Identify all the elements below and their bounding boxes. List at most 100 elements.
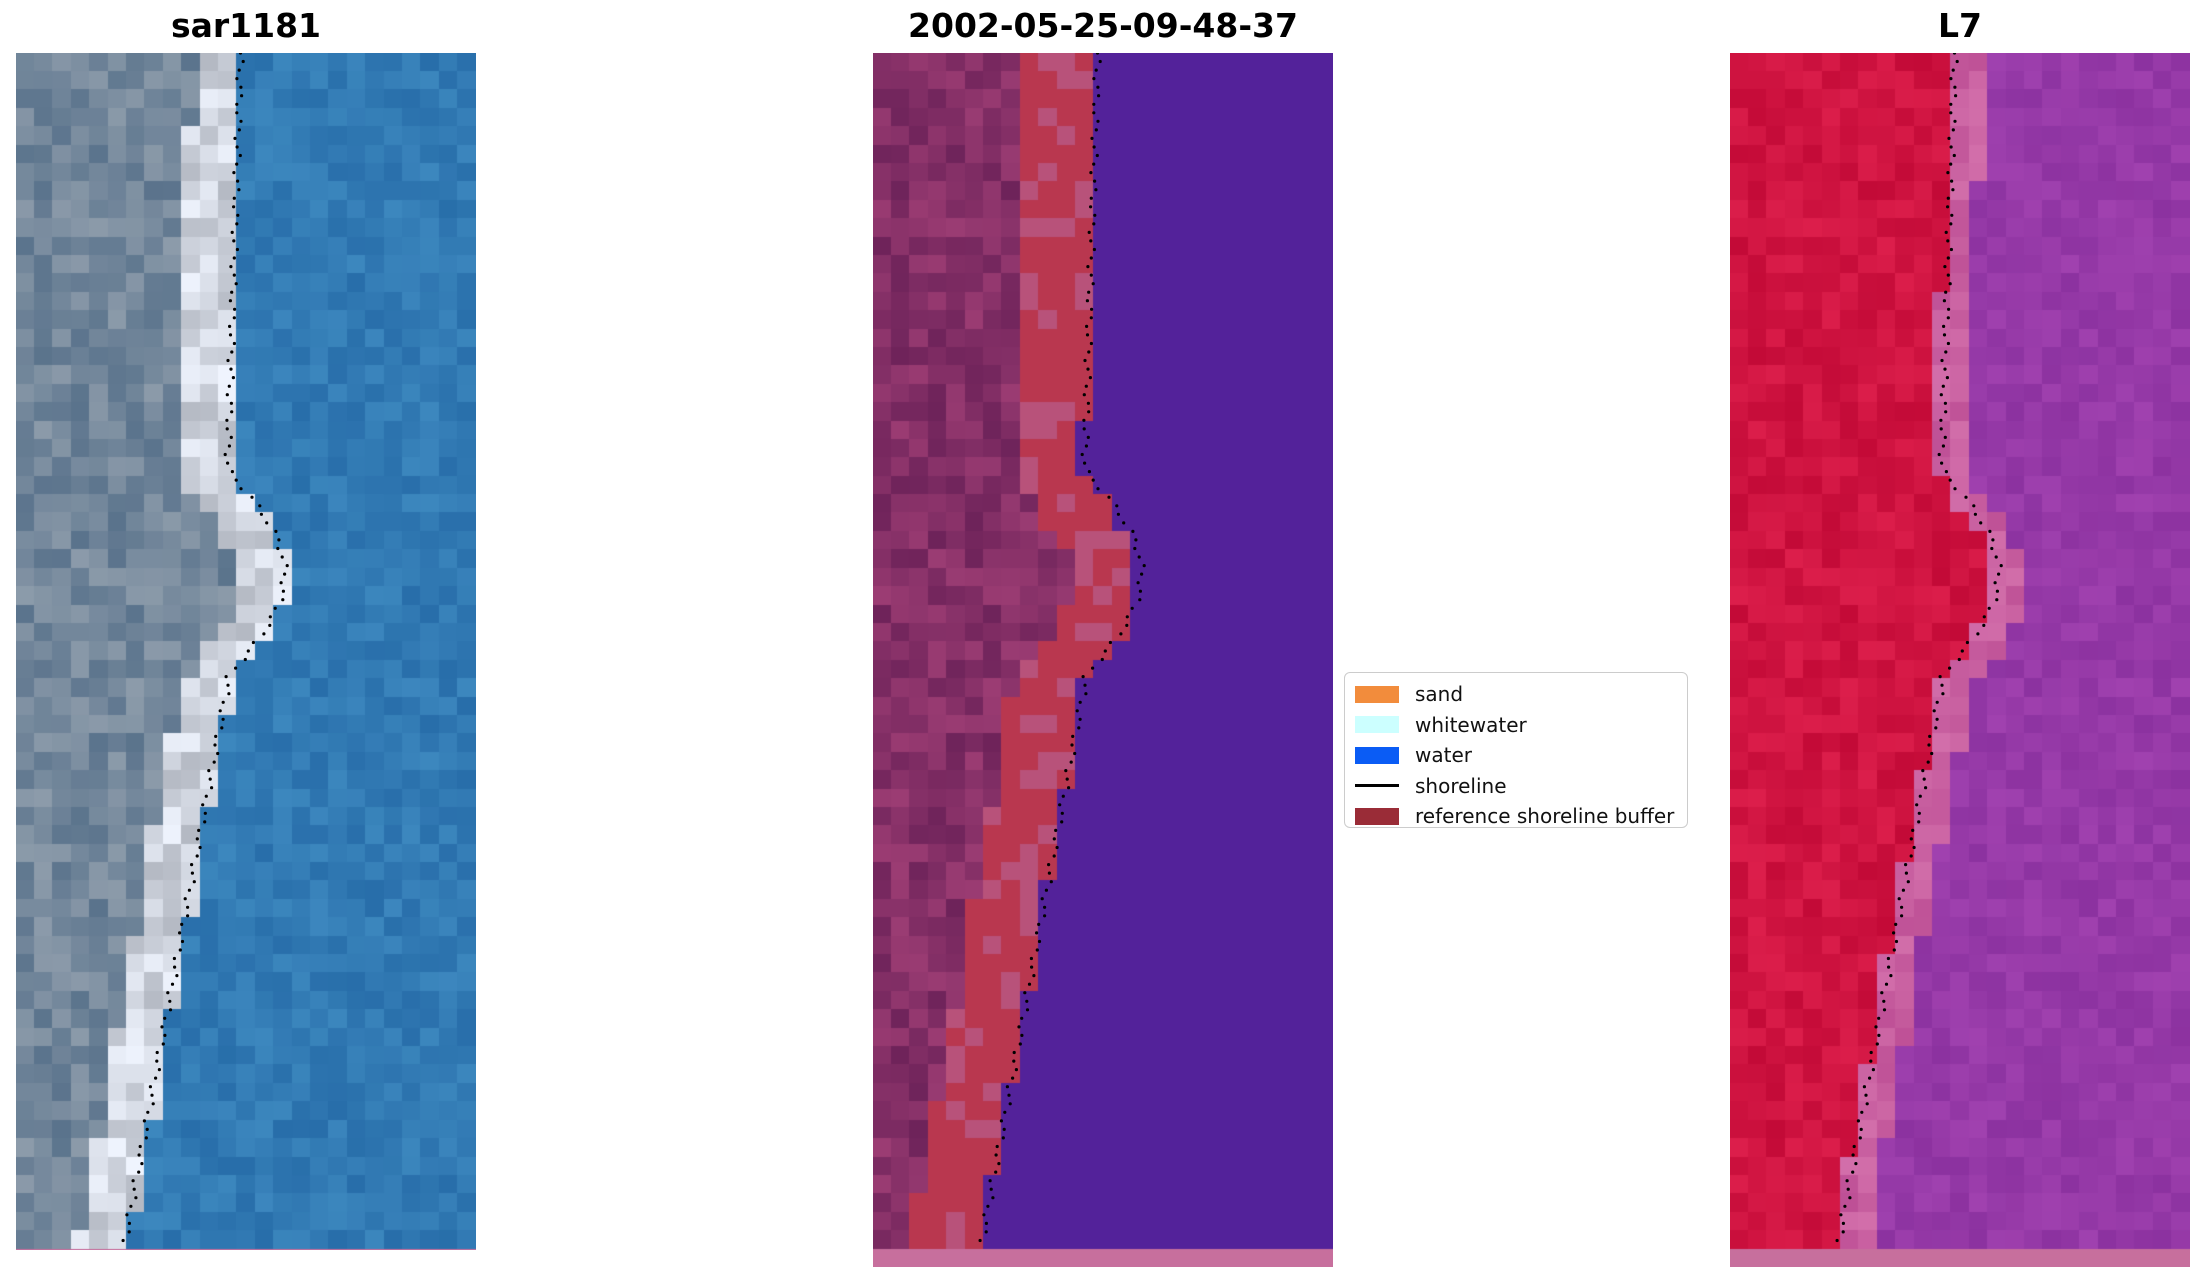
buffer-swatch [1355,807,1399,825]
shoreline-point [230,470,234,474]
shoreline-point [1877,1033,1881,1037]
shoreline-point [228,324,232,328]
shoreline-dots [1835,53,2003,1243]
shoreline-point [125,1213,129,1217]
shoreline-point [1938,675,1942,679]
legend-item-reference-buffer: reference shoreline buffer [1355,801,1677,832]
shoreline-point [1987,606,1991,610]
shoreline-point [1071,734,1075,739]
shoreline-point [1964,495,1968,499]
shoreline-point [984,1221,988,1225]
shoreline-point [1946,341,1950,346]
shoreline-point [1096,487,1100,491]
shoreline-point [1012,1050,1016,1055]
shoreline-point [155,1050,159,1055]
shoreline-point [995,1144,999,1149]
shoreline-point [1091,666,1095,670]
shoreline-point [195,837,199,841]
shoreline-point [1089,196,1093,200]
shoreline-point [225,418,229,422]
shoreline-point [994,1170,998,1174]
shoreline-point [1835,1238,1839,1243]
shoreline-point [243,657,247,662]
shoreline-point [1990,546,1994,551]
shoreline-point [1942,299,1946,303]
shoreline-point [1949,247,1953,252]
shoreline-point [1107,495,1111,499]
shoreline-point [1941,692,1945,696]
shoreline-point [1927,743,1931,747]
shoreline-point [1939,393,1943,397]
shoreline-point [1972,504,1976,508]
shoreline-point [241,59,245,64]
shoreline-point [1856,1119,1860,1123]
shoreline-point [1851,1153,1855,1157]
shoreline-point [1070,743,1074,747]
shoreline-point [1136,581,1140,585]
shoreline-point [195,854,199,858]
shoreline-point [1943,401,1947,405]
shoreline-point [161,1042,165,1046]
shoreline-point [1946,316,1950,320]
shoreline-point [1973,512,1977,516]
shoreline-point [187,888,191,892]
shoreline-point [228,299,232,303]
shoreline-point [230,350,234,354]
shoreline-point [1087,290,1091,294]
shoreline-point [231,376,235,380]
shoreline-point [1953,487,1957,491]
shoreline-point [281,589,285,593]
shoreline-point [230,230,234,234]
shoreline-point [1954,94,1958,98]
shoreline-point [1037,922,1041,927]
shoreline-point [186,905,190,909]
shoreline-point [1090,136,1094,140]
shoreline-point [1092,222,1096,226]
shoreline-point [226,683,230,687]
shoreline-point [1950,179,1954,183]
shoreline-point [132,1187,136,1191]
shoreline-point [1935,700,1939,704]
shoreline-point [1948,282,1952,286]
shoreline-point [1940,461,1944,465]
shoreline-point [1055,845,1059,850]
shoreline-point [1951,128,1955,132]
shoreline-point [1912,845,1916,850]
legend-item-whitewater: whitewater [1355,710,1677,741]
shoreline-point [1095,153,1099,158]
shoreline-point [1067,786,1071,790]
shoreline-point [168,1008,173,1012]
shoreline-point [988,1179,992,1183]
shoreline-point [1078,717,1082,721]
shoreline-point [1892,931,1896,935]
shoreline-point [235,111,239,115]
shoreline-point [178,948,182,952]
shoreline-point [1841,1221,1845,1225]
shoreline-point [1095,53,1100,55]
shoreline-point [1091,478,1095,482]
shoreline-point [144,1136,148,1140]
shoreline-point [1946,239,1950,243]
shoreline-point [989,1187,993,1191]
shoreline-point [1142,564,1146,568]
shoreline-point [1025,1008,1030,1012]
shoreline-point [259,512,263,516]
shoreline-point [1090,307,1094,311]
shoreline-point [281,598,285,602]
shoreline-point [1003,1110,1007,1114]
shoreline-point [226,461,230,465]
shoreline-point [1947,136,1951,140]
shoreline-point [1103,649,1107,653]
whitewater-swatch [1355,716,1399,734]
shoreline-point [175,974,179,978]
shoreline-point [1069,760,1073,764]
shoreline-point [1995,598,1999,602]
shoreline-point [1995,589,1999,593]
shoreline-point [1917,820,1921,824]
shoreline-point [1994,555,1998,559]
shoreline-point [157,1068,161,1072]
shoreline-point [1860,1110,1864,1114]
shoreline-point [1083,358,1087,363]
shoreline-point [1877,1016,1881,1020]
shoreline-point [183,897,187,901]
